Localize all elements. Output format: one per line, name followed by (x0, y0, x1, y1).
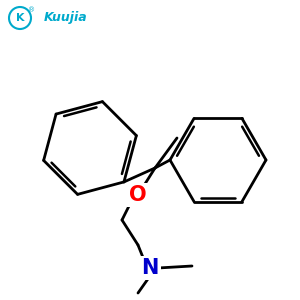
Text: ®: ® (28, 7, 36, 13)
Text: O: O (129, 185, 147, 205)
Text: K: K (16, 13, 24, 23)
Text: Kuujia: Kuujia (44, 11, 88, 25)
Text: N: N (141, 258, 159, 278)
